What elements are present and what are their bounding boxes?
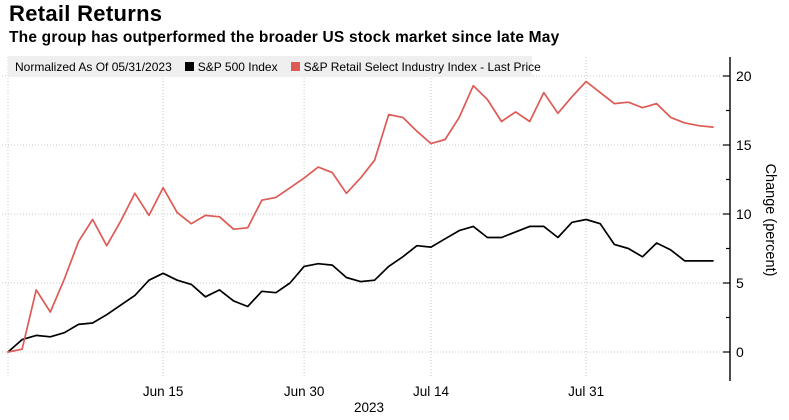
y-axis-tick-label: 0 <box>736 344 744 360</box>
chart-legend: Normalized As Of 05/31/2023 S&P 500 Inde… <box>8 56 541 77</box>
y-axis-tick-label: 15 <box>736 137 752 153</box>
sp500-swatch-icon <box>184 62 194 71</box>
legend-item-sp500: S&P 500 Index <box>184 59 278 74</box>
x-axis-tick-label: Jul 31 <box>568 384 604 399</box>
series-line-sp500 <box>7 218 714 353</box>
legend-label-sp500: S&P 500 Index <box>197 59 278 74</box>
chart-title: Retail Returns <box>9 1 163 26</box>
x-axis-tick-label: Jun 15 <box>143 384 184 399</box>
legend-item-retail: S&P Retail Select Industry Index - Last … <box>290 59 541 74</box>
legend-note: Normalized As Of 05/31/2023 <box>15 59 172 74</box>
x-axis-tick-label: Jun 30 <box>284 384 325 399</box>
x-axis-year-label: 2023 <box>354 400 384 415</box>
y-axis-tick-label: 10 <box>736 206 752 222</box>
series-line-retail <box>7 80 714 353</box>
y-axis-tick-label: 20 <box>736 68 752 84</box>
y-axis-title: Change (percent) <box>762 164 778 277</box>
x-axis-tick-label: Jul 14 <box>413 384 450 399</box>
retail-swatch-icon <box>290 62 300 71</box>
chart-subtitle: The group has outperformed the broader U… <box>9 29 560 46</box>
y-axis-tick-label: 5 <box>736 275 744 291</box>
legend-label-retail: S&P Retail Select Industry Index - Last … <box>303 59 541 74</box>
